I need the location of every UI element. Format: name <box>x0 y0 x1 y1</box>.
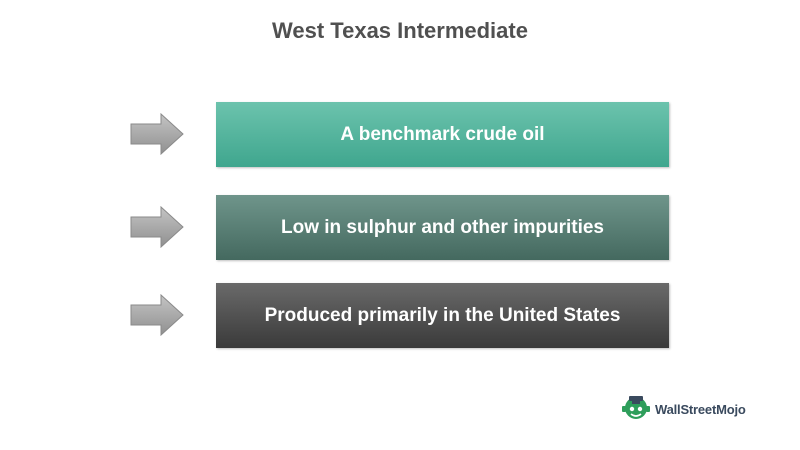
item-box-low-sulphur: Low in sulphur and other impurities <box>216 195 669 260</box>
arrow-icon <box>130 113 184 155</box>
item-box-benchmark: A benchmark crude oil <box>216 102 669 167</box>
logo-text: WallStreetMojo <box>655 401 746 417</box>
item-label: Low in sulphur and other impurities <box>280 216 604 238</box>
arrow-icon <box>130 294 184 336</box>
item-label: Produced primarily in the United States <box>264 304 621 326</box>
mojo-logo-icon <box>621 393 651 426</box>
page-title: West Texas Intermediate <box>272 18 528 43</box>
wallstreetmojo-logo: WallStreetMojo <box>621 395 746 423</box>
item-box-produced-us: Produced primarily in the United States <box>216 283 669 348</box>
item-label: A benchmark crude oil <box>340 123 545 145</box>
arrow-icon <box>130 206 184 248</box>
